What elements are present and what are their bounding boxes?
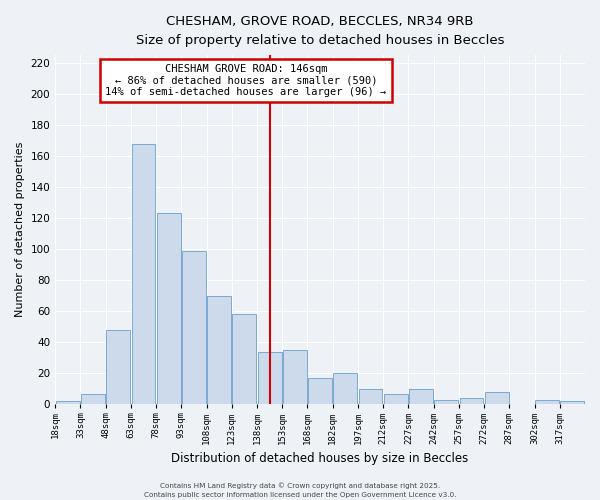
Text: CHESHAM GROVE ROAD: 146sqm
← 86% of detached houses are smaller (590)
14% of sem: CHESHAM GROVE ROAD: 146sqm ← 86% of deta… — [105, 64, 386, 97]
Bar — [283, 350, 307, 405]
Bar — [182, 251, 206, 404]
Bar — [81, 394, 105, 404]
Bar — [434, 400, 458, 404]
Bar — [131, 144, 155, 404]
Bar — [106, 330, 130, 404]
Title: CHESHAM, GROVE ROAD, BECCLES, NR34 9RB
Size of property relative to detached hou: CHESHAM, GROVE ROAD, BECCLES, NR34 9RB S… — [136, 15, 505, 47]
Bar — [334, 374, 357, 404]
Bar — [460, 398, 484, 404]
Bar — [257, 352, 281, 405]
Bar — [308, 378, 332, 404]
Bar — [359, 389, 382, 404]
Bar — [535, 400, 559, 404]
Bar — [384, 394, 408, 404]
Bar — [157, 214, 181, 404]
Y-axis label: Number of detached properties: Number of detached properties — [15, 142, 25, 318]
Bar — [560, 402, 584, 404]
X-axis label: Distribution of detached houses by size in Beccles: Distribution of detached houses by size … — [172, 452, 469, 465]
Bar — [207, 296, 231, 405]
Bar — [232, 314, 256, 404]
Bar — [409, 389, 433, 404]
Bar — [485, 392, 509, 404]
Text: Contains public sector information licensed under the Open Government Licence v3: Contains public sector information licen… — [144, 492, 456, 498]
Bar — [56, 402, 80, 404]
Text: Contains HM Land Registry data © Crown copyright and database right 2025.: Contains HM Land Registry data © Crown c… — [160, 482, 440, 489]
